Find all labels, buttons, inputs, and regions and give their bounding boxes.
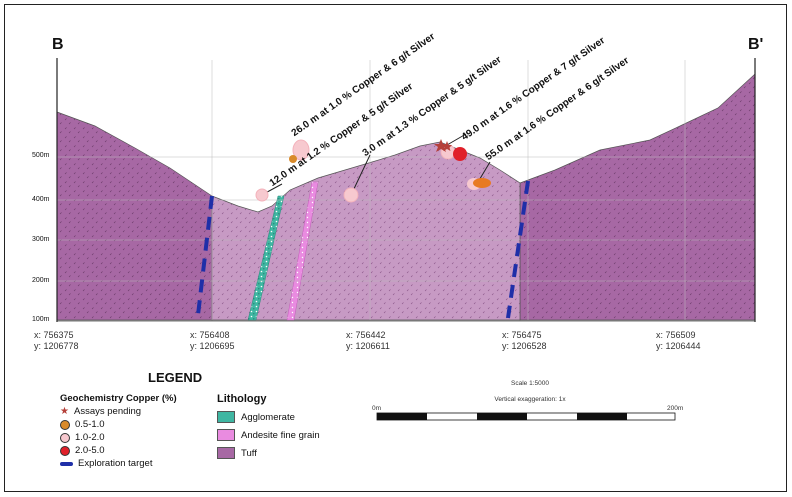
- scale-start-label: 0m: [372, 405, 382, 412]
- legend-item-2-0: 2.0-5.0: [60, 445, 105, 456]
- intercept-26m-marker: [292, 139, 310, 161]
- scale-exaggeration: Vertical exaggeration: 1x: [494, 396, 566, 403]
- coord-4: x: 756475 y: 1206528: [502, 330, 547, 351]
- intercept-26m-orange: [289, 155, 297, 163]
- legend-item-agglomerate: Agglomerate: [217, 411, 295, 423]
- elev-100: 100m: [32, 316, 50, 323]
- coord-3: x: 756442 y: 1206611: [346, 330, 390, 351]
- assays-pending-stars: [434, 139, 452, 152]
- section-label-b: B: [52, 36, 64, 53]
- agglomerate-dike: [247, 195, 285, 321]
- legend-item-1-0: 1.0-2.0: [60, 432, 105, 443]
- dot-icon: [60, 445, 70, 456]
- legend-item-assays-pending: ★ Assays pending: [60, 406, 142, 417]
- scale-bar: [376, 412, 676, 421]
- legend-item-0-5: 0.5-1.0: [60, 419, 105, 430]
- elev-400: 400m: [32, 196, 50, 203]
- andesite-swatch-icon: [217, 429, 235, 441]
- legend-item-andesite: Andesite fine grain: [217, 429, 320, 441]
- legend-item-exploration-target: Exploration target: [60, 458, 152, 469]
- dot-icon: [60, 419, 70, 430]
- intercept-3m-marker: [343, 187, 359, 203]
- elev-200: 200m: [32, 277, 50, 284]
- legend-item-tuff: Tuff: [217, 447, 257, 459]
- lithology-title: Lithology: [217, 393, 267, 405]
- dot-icon: [60, 432, 70, 443]
- intercept-55m-orange: [473, 178, 491, 188]
- figure-frame: [4, 4, 787, 492]
- exploration-target-right: [506, 180, 530, 319]
- legend-title: LEGEND: [148, 370, 203, 385]
- elev-300: 300m: [32, 236, 50, 243]
- tuff-outer-left: [56, 111, 213, 321]
- intercept-49m-red: [453, 147, 467, 161]
- coord-2: x: 756408 y: 1206695: [190, 330, 235, 351]
- section-label-b-prime: B': [748, 36, 764, 53]
- tuff-target-zone: [211, 141, 521, 321]
- geochem-title: Geochemistry Copper (%): [60, 393, 177, 404]
- intercept-12m-marker: [255, 188, 269, 202]
- scale-title: Scale 1:5000: [511, 380, 549, 387]
- agglomerate-swatch-icon: [217, 411, 235, 423]
- star-icon: ★: [60, 406, 69, 417]
- coord-5: x: 756509 y: 1206444: [656, 330, 701, 351]
- dash-line-icon: [60, 461, 73, 466]
- scale-end-label: 200m: [667, 405, 684, 412]
- tuff-outer-right: [519, 73, 756, 321]
- elev-500: 500m: [32, 152, 50, 159]
- coord-1: x: 756375 y: 1206778: [34, 330, 79, 351]
- tuff-swatch-icon: [217, 447, 235, 459]
- andesite-dike: [286, 181, 319, 321]
